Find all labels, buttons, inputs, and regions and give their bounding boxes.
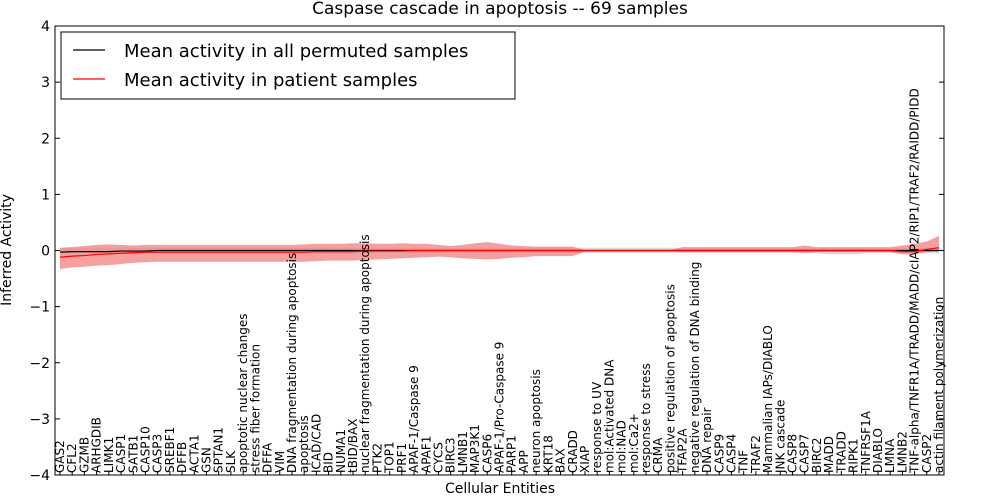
category-label: mol:NAD [615,420,629,473]
category-label: CASP6 [480,434,494,473]
category-label: KRT18 [541,435,555,473]
legend-label-patient: Mean activity in patient samples [124,70,418,91]
y-tick-label: 1 [41,187,50,203]
category-label: LMNA [883,438,897,473]
category-label: TNF-alpha/TNFR1A/TRADD/MADD/cIAP2/RIP1/T… [908,88,922,474]
category-label: mol:Ca2+ [627,413,641,473]
legend-label-permuted: Mean activity in all permuted samples [124,41,468,62]
category-label: VIM [273,451,287,473]
category-label: ARHGDIB [90,417,104,473]
category-label: DFFB [175,442,189,473]
category-label: BIRC3 [444,437,458,473]
category-label: TRADD [834,431,848,474]
category-label: DNA repair [700,407,714,473]
legend: Mean activity in all permuted samples Me… [60,31,516,100]
y-tick-label: −1 [29,300,50,316]
y-tick-label: 4 [41,19,50,35]
category-label: CASP9 [712,434,726,473]
category-label: GSN [200,447,214,473]
category-label: APP [517,450,531,473]
y-tick-label: 3 [41,75,50,91]
category-label: DFFA [261,442,275,473]
category-label: JNK cascade [773,400,787,474]
x-axis-label: Cellular Entities [445,481,555,497]
category-label: CASP3 [151,434,165,473]
category-label: GZMB [77,437,91,473]
category-label: BID [322,452,336,473]
category-label: APAF1 [419,436,433,473]
category-label: CRMA [651,437,665,473]
category-label: mol:Activated DNA [602,359,616,473]
category-label: NUMA1 [334,429,348,473]
category-label: DIABLO [871,428,885,473]
category-label: CASP10 [138,426,152,473]
category-label: RIPK1 [847,438,861,473]
category-label: MADD [822,436,836,473]
category-label: TOP1 [383,441,397,474]
category-label: CASP7 [798,434,812,473]
y-tick-label: 0 [41,244,50,260]
category-label: positive regulation of apoptosis [663,284,677,473]
category-labels: GAS2CFL2GZMBARHGDIBLIMK1CASP1SATB1CASP10… [53,88,946,475]
category-label: SREBF1 [163,427,177,473]
y-tick-label: −2 [29,356,50,372]
category-label: tBID/BAX [346,419,360,473]
y-tick-label: −4 [29,468,50,484]
category-label: PTK2 [370,443,384,473]
y-axis-ticks: −4 −3 −2 −1 0 1 2 3 4 [29,19,944,484]
category-label: neuron apoptosis [529,369,543,473]
category-label: response to UV [590,381,604,473]
category-label: PARP1 [505,435,519,473]
category-label: response to stress [639,363,653,473]
category-label: GAS2 [53,440,67,473]
category-label: SLK [224,450,238,473]
category-label: CASP1 [114,434,128,473]
y-axis-label: Inferred Activity [0,194,15,306]
category-label: TNF [737,450,751,474]
category-label: CFL2 [65,443,79,473]
category-label: LIMK1 [102,437,116,473]
category-label: stress fiber formation [248,344,262,473]
category-label: ICAD/CAD [309,414,323,473]
patient-mean-line [59,247,940,258]
category-label: ACTA1 [187,434,201,473]
category-label: CRADD [566,430,580,473]
category-label: MAP3K1 [468,424,482,473]
chart-title: Caspase cascade in apoptosis -- 69 sampl… [312,0,688,19]
category-label: APAF-1/Pro-Caspase 9 [493,342,507,473]
category-label: PRF1 [395,443,409,473]
category-label: SPTAN1 [212,427,226,473]
category-label: LMNB2 [895,431,909,473]
category-label: actin filament polymerization [932,297,946,473]
category-label: TRAF2 [749,435,763,474]
series-lines [59,247,940,258]
category-label: nuclear fragmentation during apoptosis [358,234,372,473]
category-label: Mammalian IAPs/DIABLO [761,325,775,473]
category-label: DNA fragmentation during apoptosis [285,253,299,473]
category-label: CASP4 [724,434,738,473]
category-label: TFAP2A [676,428,690,474]
category-label: TNFRSF1A [859,410,873,474]
category-label: CYCS [431,442,445,473]
category-label: apoptosis [297,415,311,473]
patient-band [60,235,939,270]
y-tick-label: 2 [41,131,50,147]
y-tick-label: −3 [29,412,50,428]
category-label: LMNB1 [456,431,470,473]
category-label: SATB1 [126,435,140,473]
category-label: CASP8 [786,434,800,473]
category-label: BAX [554,448,568,473]
legend-box [60,31,516,100]
category-label: CASP2 [920,434,934,473]
category-label: APAF-1/Caspase 9 [407,365,421,473]
category-label: XIAP [578,446,592,473]
category-label: negative regulation of DNA binding [688,262,702,473]
category-label: BIRC2 [810,437,824,473]
category-label: apoptotic nuclear changes [236,314,250,473]
